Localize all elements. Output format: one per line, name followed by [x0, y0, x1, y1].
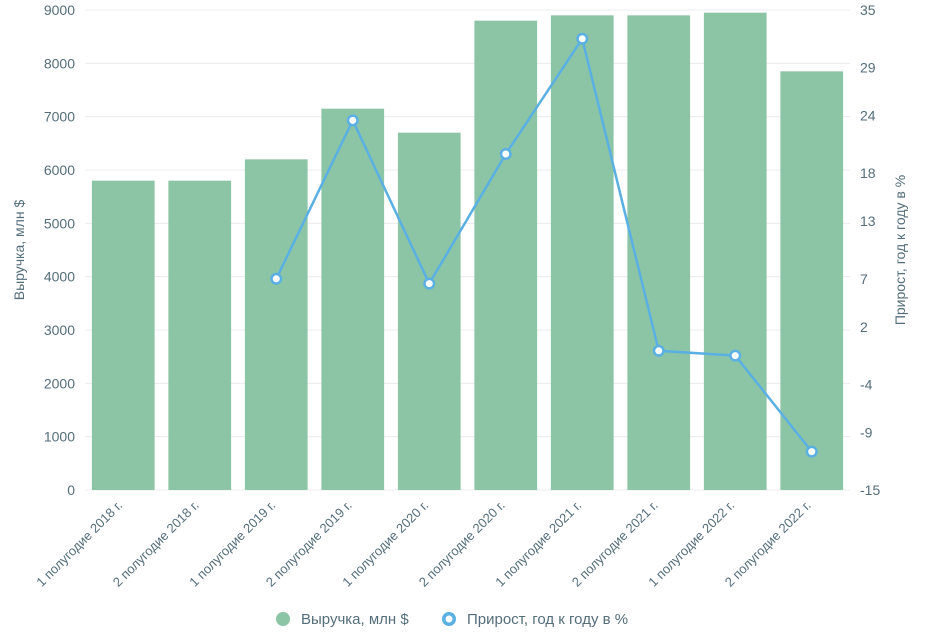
legend-label-revenue: Выручка, млн $ [301, 611, 409, 628]
legend-label-growth: Прирост, год к году в % [467, 611, 628, 628]
line-marker-inner [655, 347, 662, 354]
y-right-tick: 35 [860, 2, 876, 18]
y-left-tick: 3000 [44, 322, 75, 338]
y-right-tick: 13 [860, 213, 876, 229]
y-right-tick: 18 [860, 165, 876, 181]
legend-swatch-line-inner [446, 616, 453, 623]
y-right-tick: 7 [860, 271, 868, 287]
y-left-tick: 4000 [44, 269, 75, 285]
line-marker-inner [732, 352, 739, 359]
line-marker-inner [502, 151, 509, 158]
bar [168, 181, 231, 490]
y-right-axis-label: Прирост, год к году в % [892, 175, 908, 325]
bar [551, 15, 614, 490]
y-left-tick: 2000 [44, 375, 75, 391]
bar [704, 13, 767, 490]
y-left-axis-label: Выручка, млн $ [11, 200, 27, 301]
y-left-tick: 6000 [44, 162, 75, 178]
y-left-tick: 0 [67, 482, 75, 498]
chart-svg: 0 1000 2000 3000 4000 5000 6000 7000 8000 9000 -15… [0, 0, 926, 643]
line-marker-inner [579, 35, 586, 42]
bar [92, 181, 155, 490]
bar [245, 159, 308, 490]
bar [780, 71, 843, 490]
line-marker-inner [273, 275, 280, 282]
bar [398, 133, 461, 490]
y-left-tick: 1000 [44, 429, 75, 445]
revenue-growth-chart: 0 1000 2000 3000 4000 5000 6000 7000 8000 9000 -15… [0, 0, 926, 643]
legend: Выручка, млн $ Прирост, год к году в % [276, 611, 628, 628]
line-marker-inner [349, 117, 356, 124]
y-left-tick: 9000 [44, 2, 75, 18]
y-left-tick: 7000 [44, 109, 75, 125]
line-marker-inner [426, 280, 433, 287]
bar [627, 15, 690, 490]
y-right-tick: -9 [860, 424, 873, 440]
line-marker-inner [808, 448, 815, 455]
y-right-tick: -15 [860, 482, 880, 498]
y-right-tick: 2 [860, 319, 868, 335]
y-right-tick: 29 [860, 60, 876, 76]
bar [474, 21, 537, 490]
y-right-tick: 24 [860, 108, 876, 124]
y-left-tick: 8000 [44, 55, 75, 71]
legend-swatch-bar [276, 612, 290, 626]
x-tick-label: 2 полугодие 2022 г. [722, 498, 814, 590]
y-right-tick: -4 [860, 376, 873, 392]
y-left-tick: 5000 [44, 215, 75, 231]
